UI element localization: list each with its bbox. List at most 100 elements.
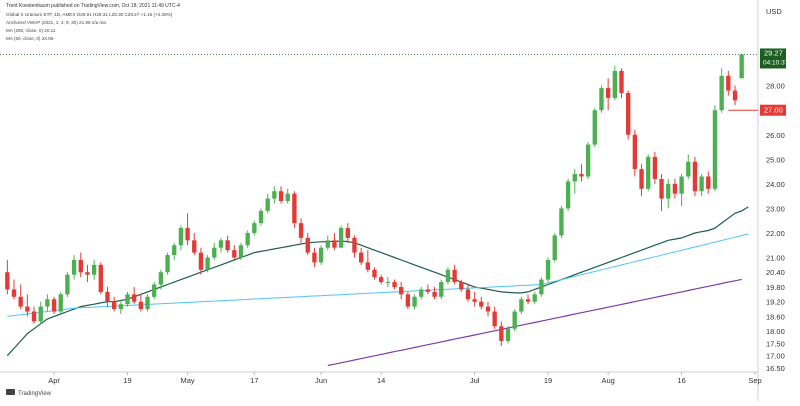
candle-body xyxy=(639,169,644,189)
candle xyxy=(132,286,137,305)
candle xyxy=(459,279,464,292)
candle-body xyxy=(379,277,384,283)
candle xyxy=(539,277,544,297)
candle xyxy=(605,78,611,111)
candle-body xyxy=(132,294,137,302)
candle xyxy=(358,247,364,265)
candle xyxy=(659,174,664,211)
candle-body xyxy=(85,272,90,275)
candle-body xyxy=(539,279,544,295)
candle-body xyxy=(512,311,517,329)
candle-body xyxy=(679,176,684,194)
candle-body xyxy=(232,250,237,258)
candle-body xyxy=(712,110,718,189)
candle-body xyxy=(732,90,738,101)
candle xyxy=(272,186,277,204)
last-price-marker: 29.27 04:10:37 xyxy=(760,48,789,69)
y-tick-label: 18.00 xyxy=(766,327,785,336)
candle xyxy=(706,171,711,194)
candle-body xyxy=(25,306,30,312)
candle-body xyxy=(445,269,451,283)
y-tick-label: 24.00 xyxy=(766,180,785,189)
candle-body xyxy=(605,88,611,98)
x-tick-label: 14 xyxy=(377,376,385,385)
candle-body xyxy=(432,291,437,297)
candle-body xyxy=(118,304,123,310)
candle-body xyxy=(439,282,444,297)
tradingview-logo: TradingView xyxy=(6,389,52,397)
candle xyxy=(405,291,411,310)
candle xyxy=(425,284,431,295)
candle-body xyxy=(666,183,671,199)
candle xyxy=(31,306,37,324)
candle xyxy=(91,259,97,280)
candle-body xyxy=(672,183,678,194)
candle xyxy=(118,301,123,314)
candle xyxy=(612,66,617,101)
candle-body xyxy=(332,240,337,248)
candle xyxy=(619,68,624,98)
candle xyxy=(472,291,477,307)
candle-body xyxy=(165,255,170,273)
candle xyxy=(626,90,631,140)
candle xyxy=(265,193,270,214)
y-tick-label: 19.80 xyxy=(766,283,785,292)
candle xyxy=(652,151,658,184)
candle xyxy=(519,296,524,314)
candle xyxy=(345,223,350,243)
y-tick-label: 20.40 xyxy=(766,268,785,277)
candle-body xyxy=(585,144,591,177)
currency-label: USD xyxy=(766,7,782,16)
candle-body xyxy=(459,282,464,290)
candle xyxy=(392,279,397,290)
candle-body xyxy=(485,306,491,312)
price-level-label: 27.00 xyxy=(764,106,783,115)
price-level-marker: 27.00 xyxy=(760,104,786,116)
candle-body xyxy=(38,306,43,322)
candle-body xyxy=(412,296,417,307)
candle xyxy=(532,291,537,305)
x-tick-label: 19 xyxy=(544,376,552,385)
y-tick-label: 17.50 xyxy=(766,339,785,348)
candle-body xyxy=(18,296,23,307)
candle-body xyxy=(298,223,304,238)
candle xyxy=(445,267,451,285)
candle-body xyxy=(51,299,57,312)
candle xyxy=(572,169,577,194)
candle-body xyxy=(425,289,431,292)
indicator-lines xyxy=(6,206,749,367)
candle-body xyxy=(345,228,350,238)
candle-body xyxy=(58,294,63,312)
candle-body xyxy=(178,228,184,246)
candle xyxy=(178,225,184,251)
candle xyxy=(158,269,164,290)
candle xyxy=(739,53,744,79)
candle xyxy=(492,306,497,329)
candle-body xyxy=(619,70,624,94)
candle xyxy=(125,291,130,307)
y-tick-label: 23.00 xyxy=(766,204,785,213)
last-price-box xyxy=(760,48,786,69)
y-tick-label: 16.50 xyxy=(766,364,785,373)
candle xyxy=(225,235,230,253)
candle xyxy=(78,252,83,278)
candle xyxy=(732,85,738,106)
last-price-label: 29.27 xyxy=(764,48,783,57)
candle xyxy=(11,279,17,300)
candle-body xyxy=(739,54,744,79)
candle xyxy=(465,284,471,302)
candle-body xyxy=(278,191,284,202)
candle xyxy=(372,267,377,280)
candle xyxy=(365,250,370,273)
candle xyxy=(338,225,344,248)
symbol-ohlc-line: Global X Uranium ETF, 1D, AMEX O28.91 H2… xyxy=(6,12,173,17)
candle-body xyxy=(5,272,10,290)
candle-body xyxy=(652,156,658,179)
ma200-line xyxy=(327,278,742,367)
y-tick-label: 28.00 xyxy=(766,82,785,91)
candle xyxy=(212,242,217,260)
candle-body xyxy=(158,272,164,285)
candle xyxy=(565,178,571,211)
candle-body xyxy=(265,198,270,211)
